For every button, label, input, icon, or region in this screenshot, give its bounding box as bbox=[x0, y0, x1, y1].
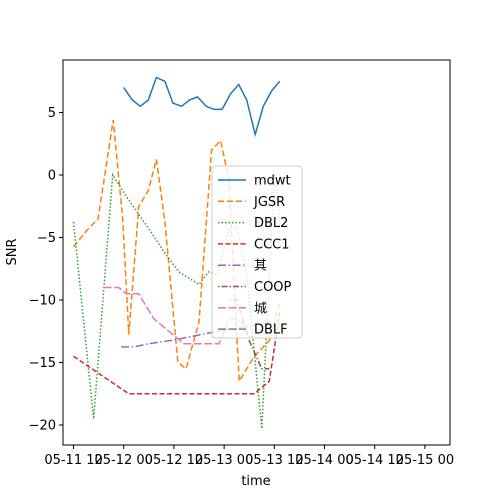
y-axis-label: SNR bbox=[5, 238, 20, 265]
x-tick-label: 05-11 12 bbox=[44, 453, 102, 468]
legend-label-6: COOP bbox=[254, 280, 292, 295]
y-tick-label: −5 bbox=[37, 231, 56, 246]
series-line-5 bbox=[121, 321, 280, 348]
legend: mdwt JGSR DBL2 CCC1 其 COOP 城 DBLF bbox=[211, 165, 303, 339]
legend-label-2: JGSR bbox=[253, 195, 285, 210]
legend-label-4: CCC1 bbox=[254, 237, 290, 252]
legend-label-8: DBLF bbox=[254, 323, 288, 338]
y-axis: 5 0 −5 −10 −15 −20 bbox=[29, 106, 63, 434]
x-tick-label: 05-14 12 bbox=[345, 453, 403, 468]
y-tick-label: −20 bbox=[29, 419, 56, 434]
legend-label-1: mdwt bbox=[254, 174, 291, 189]
legend-label-3: DBL2 bbox=[254, 216, 288, 231]
x-axis-label: time bbox=[241, 474, 270, 489]
y-tick-label: −15 bbox=[29, 356, 56, 371]
x-tick-label: 05-12 12 bbox=[145, 453, 203, 468]
y-tick-label: 0 bbox=[48, 169, 56, 184]
x-tick-label: 05-13 00 bbox=[195, 453, 253, 468]
legend-box bbox=[211, 165, 303, 339]
x-tick-label: 05-12 00 bbox=[95, 453, 153, 468]
plot-frame bbox=[62, 59, 451, 446]
legend-label-5: 其 bbox=[254, 259, 267, 274]
x-tick-label: 05-15 00 bbox=[396, 453, 454, 468]
y-tick-label: −10 bbox=[29, 294, 56, 309]
y-tick-label: 5 bbox=[48, 106, 56, 121]
legend-label-7: 城 bbox=[254, 301, 267, 316]
x-tick-label: 05-13 12 bbox=[245, 453, 303, 468]
x-tick-label: 05-14 00 bbox=[295, 453, 353, 468]
series-line-1 bbox=[123, 76, 281, 138]
series-line-2 bbox=[72, 119, 281, 384]
